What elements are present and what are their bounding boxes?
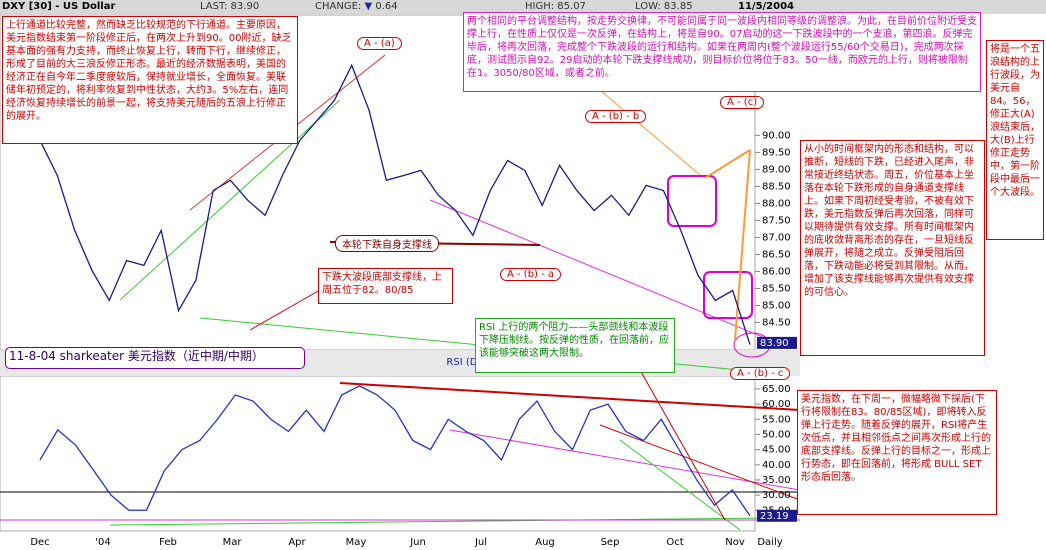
trendline [119, 99, 341, 301]
y-tick-label: 85.00 [762, 300, 791, 311]
annotation: 两个相同的平台调整结构，按走势交换律，不可能同属于同一波段内相同等级的调整浪。为… [463, 12, 981, 92]
annotation: 下跌大波段底部支撑线，上周五位于82。80/85 [318, 268, 453, 304]
y-tick-label: 86.50 [762, 249, 791, 260]
y-tick-label: 35.00 [762, 475, 791, 486]
y-tick-label: 40.00 [762, 460, 791, 471]
x-tick-label: Jun [409, 537, 426, 548]
last-value-label: 83.90 [760, 338, 789, 349]
wave-label: A - (b) - b [585, 110, 647, 123]
change-label: CHANGE: [315, 1, 362, 12]
arrow [249, 289, 321, 331]
y-tick-label: 87.00 [762, 232, 791, 243]
change-arrow: ▼ [364, 1, 373, 12]
x-tick-label: Feb [159, 537, 177, 548]
x-tick-label: Oct [666, 537, 683, 548]
wave-label: A - (a) [357, 37, 402, 50]
x-tick-label: Apr [288, 537, 306, 548]
y-tick-label: 85.50 [762, 283, 791, 294]
annotation: 本轮下跌自身支撑线 [335, 235, 439, 252]
header-bar [0, 0, 1046, 14]
x-tick-label: May [346, 537, 367, 548]
last-value-box [757, 509, 797, 522]
annotation: 从小的时间框架内的形态和结构，可以推断，短线的下跌，已经进入尾声，非常接近终结状… [800, 140, 985, 356]
x-tick-label: Mar [223, 537, 243, 548]
annotation: 上行通道比较完整，然而缺乏比较规范的下行通道。主要原因，美元指数结束第一阶段修正… [2, 16, 298, 144]
x-tick-label: Sep [601, 537, 620, 548]
y-tick-label: 50.00 [762, 429, 791, 440]
last-value-box [757, 336, 797, 349]
trendline [599, 424, 801, 501]
low: LOW: 83.85 [635, 1, 693, 12]
series-line [39, 385, 751, 517]
arrow [734, 149, 751, 341]
high: HIGH: 85.07 [525, 1, 586, 12]
trendline [109, 517, 771, 526]
x-tick-label: '04 [95, 537, 110, 548]
y-tick-label: 89.50 [762, 147, 791, 158]
y-tick-label: 45.00 [762, 445, 791, 456]
x-tick-label: Daily [757, 537, 782, 548]
last: LAST: 83.90 [200, 1, 260, 12]
x-tick-label: Jul [474, 537, 487, 548]
symbol: DXY [30] - US Dollar [2, 1, 116, 12]
last-value-label: 23.19 [760, 511, 789, 522]
y-tick-label: 30.00 [762, 490, 791, 501]
x-tick-label: Nov [725, 537, 745, 548]
y-tick-label: 55.00 [762, 414, 791, 425]
arrow [704, 149, 751, 179]
annotation: RSI 上行的两个阻力——头部颈线和本波段下降压制线。按反弹的性质，在回落前，应… [475, 318, 675, 373]
date: 11/5/2004 [738, 1, 795, 12]
y-tick-label: 87.50 [762, 215, 791, 226]
x-tick-label: Aug [535, 537, 555, 548]
y-tick-label: 88.50 [762, 181, 791, 192]
series-line [39, 63, 751, 345]
x-tick-label: Dec [30, 537, 49, 548]
wave-label: A - (b) - c [730, 367, 791, 380]
y-tick-label: 88.00 [762, 198, 791, 209]
wave-label: A - (b) - a [500, 268, 562, 281]
trendline [619, 439, 741, 531]
y-tick-label: 60.00 [762, 399, 791, 410]
change: CHANGE: ▼ 0.64 [315, 1, 398, 12]
change-value: 0.64 [375, 1, 398, 12]
y-tick-label: 65.00 [762, 384, 791, 395]
arrow [639, 369, 726, 521]
signature: 11-8-04 sharkeater 美元指数（近中期/中期） [5, 347, 305, 369]
trendline [339, 382, 801, 411]
highlight-box [703, 271, 753, 319]
annotation: 美元指数，在下周一，微幅略微下探后(下行将限制在83。80/85区域)，即将转入… [797, 390, 997, 515]
y-tick-label: 84.50 [762, 317, 791, 328]
trendline [429, 199, 771, 341]
trendline [449, 429, 801, 491]
y-tick-label: 86.00 [762, 266, 791, 277]
rsi-panel [0, 375, 756, 532]
y-tick-label: 89.00 [762, 164, 791, 175]
y-tick-label: 90.00 [762, 130, 791, 141]
arrow [599, 89, 701, 176]
annotation: 将是一个五浪结构的上行波段，为美元自84。56，修正大(A)浪结束后，大(B)上… [986, 40, 1044, 240]
wave-label: A - (c) [720, 96, 765, 109]
